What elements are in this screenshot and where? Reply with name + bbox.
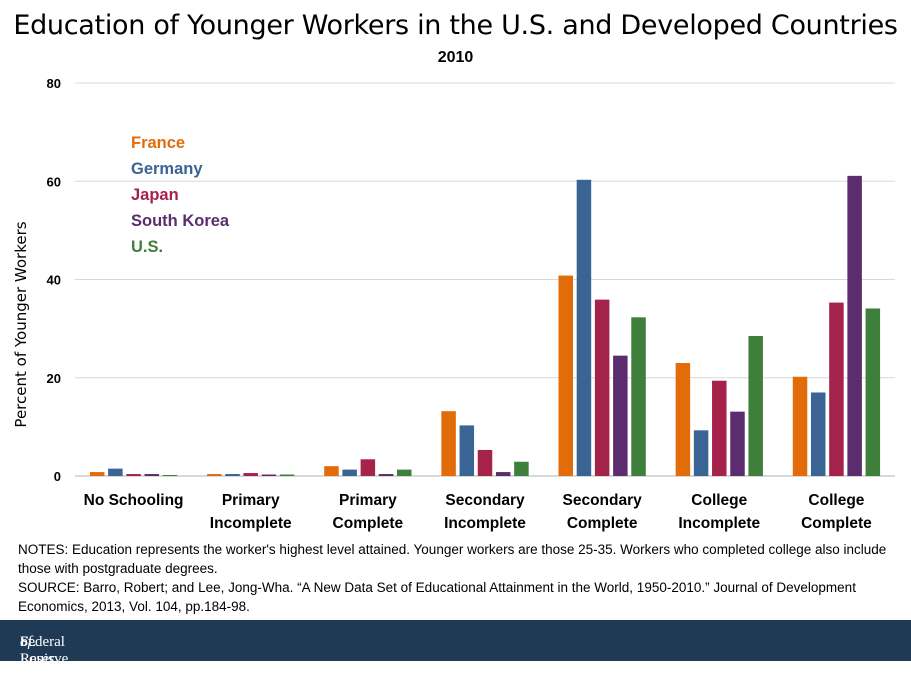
x-tick-label: College [691, 492, 747, 509]
legend-entry: Germany [131, 160, 203, 178]
bar [324, 466, 339, 476]
y-tick-label: 40 [47, 273, 61, 288]
chart-subtitle: 2010 [437, 49, 474, 66]
footer-brand-of: of [20, 634, 32, 650]
x-tick-label: No Schooling [84, 492, 184, 509]
bar [631, 317, 646, 476]
x-tick-label: Secondary [445, 492, 525, 509]
bar [126, 474, 141, 476]
x-tick-label: College [808, 492, 864, 509]
bar [712, 380, 727, 476]
bar [693, 430, 709, 476]
bar [675, 363, 691, 476]
y-tick-label: 80 [47, 76, 61, 91]
legend-entry: South Korea [131, 212, 230, 230]
legend-entry: Japan [131, 186, 179, 204]
legend-entry: U.S. [131, 238, 163, 256]
x-tick-label: Complete [333, 515, 404, 532]
chart-title: Education of Younger Workers in the U.S.… [13, 10, 898, 41]
y-tick-label: 0 [54, 469, 61, 484]
y-tick-label: 60 [47, 174, 61, 189]
bar [225, 474, 240, 476]
bar [477, 449, 493, 476]
bar [342, 469, 357, 476]
x-tick-label: Complete [567, 515, 638, 532]
bar [397, 469, 412, 476]
x-tick-label: Incomplete [678, 515, 760, 532]
bar [279, 474, 295, 476]
bar [810, 392, 826, 476]
bar [730, 411, 745, 476]
bar [378, 474, 394, 476]
bar [261, 474, 277, 476]
bar [495, 472, 511, 476]
bar [613, 355, 628, 476]
y-tick-label: 20 [47, 371, 61, 386]
x-tick-label: Incomplete [444, 515, 526, 532]
bar [108, 468, 123, 476]
footer-bar: Federal Reserve Bank of St. Louis [0, 620, 911, 684]
bar [441, 411, 456, 476]
notes-text: NOTES: Education represents the worker's… [18, 542, 887, 576]
footer-brand-post: St. Louis [20, 634, 55, 667]
bar [459, 425, 475, 476]
bar [162, 475, 178, 476]
x-tick-label: Primary [222, 492, 280, 509]
bar [514, 461, 529, 476]
bar [360, 459, 376, 476]
x-tick-label: Incomplete [210, 515, 292, 532]
notes-block: NOTES: Education represents the worker's… [18, 540, 898, 616]
bar [243, 473, 258, 476]
bar [144, 474, 160, 476]
y-axis-title: Percent of Younger Workers [12, 221, 30, 427]
bar [865, 308, 881, 476]
bar [829, 302, 844, 476]
bar [207, 474, 222, 476]
legend-entry: France [131, 134, 185, 152]
bar [792, 376, 808, 476]
bar-chart: 0 20 40 60 80 Percent of Younger Workers No Sc… [12, 76, 895, 532]
x-tick-label: Primary [339, 492, 397, 509]
bar [748, 335, 763, 476]
bar [558, 275, 573, 476]
bar [576, 179, 592, 476]
x-tick-label: Secondary [563, 492, 643, 509]
bar [89, 472, 105, 476]
bar [594, 299, 610, 476]
bar [847, 175, 862, 476]
source-text: SOURCE: Barro, Robert; and Lee, Jong-Wha… [18, 580, 856, 614]
x-tick-label: Complete [801, 515, 872, 532]
